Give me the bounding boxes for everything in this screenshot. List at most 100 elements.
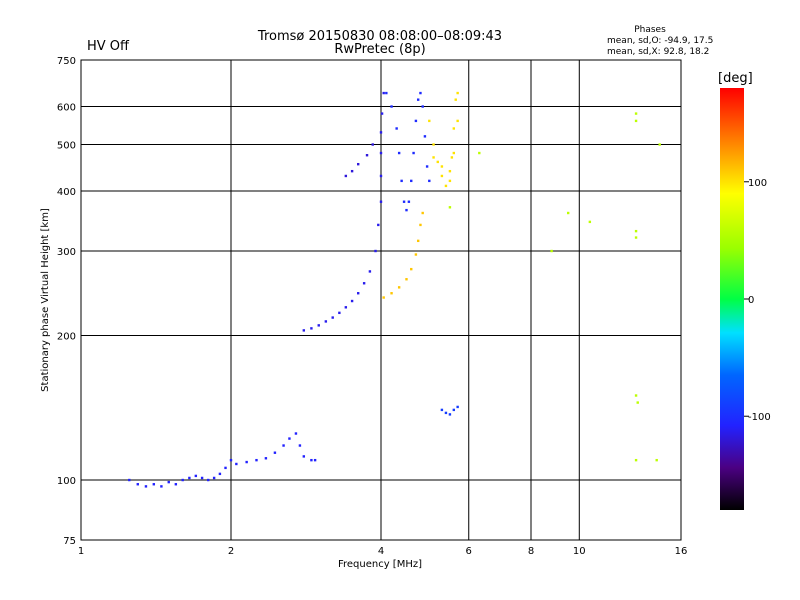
y-axis-label: Stationary phase Virtual Height [km] [40, 208, 51, 392]
data-point [452, 151, 456, 155]
data-point [288, 437, 291, 440]
data-point [405, 208, 408, 212]
series-6 [440, 405, 459, 416]
data-point [212, 476, 216, 480]
data-point [338, 311, 341, 315]
phases-title: Phases [634, 25, 666, 35]
data-point [400, 179, 403, 183]
data-point [382, 296, 385, 299]
data-point [421, 211, 424, 215]
data-point [255, 458, 258, 462]
data-point [136, 483, 139, 486]
data-point [331, 316, 334, 319]
phases-o-mode: mean, sd,O: -94.9, 17.5 [607, 36, 713, 46]
plot-area: 1 2 4 6 8 10 16 75 100 200 300 400 500 600 750 [57, 56, 687, 557]
x-tick-label: 16 [675, 546, 688, 557]
data-point [397, 151, 401, 155]
y-tick-label: 300 [57, 247, 76, 258]
x-tick-label: 1 [78, 546, 84, 557]
data-point [634, 229, 638, 233]
chart-title: Tromsø 20150830 08:08:00–08:09:43 [257, 29, 502, 44]
data-point [414, 119, 418, 123]
data-point [407, 200, 411, 203]
data-point [444, 411, 448, 415]
series-4 [382, 211, 424, 299]
x-tick-label: 2 [228, 546, 234, 557]
data-point [377, 223, 380, 227]
colorbar-tick-label: -100 [748, 412, 771, 423]
data-point [423, 135, 427, 138]
y-tick-label: 600 [57, 103, 76, 114]
data-point [414, 253, 418, 256]
data-point [350, 169, 354, 173]
data-point [636, 401, 639, 404]
colorbar-tick-label: 100 [748, 178, 767, 189]
data-point [382, 91, 385, 95]
data-point [181, 478, 184, 482]
data-point [365, 154, 369, 157]
data-point [658, 143, 661, 146]
data-point [344, 174, 348, 178]
data-point [588, 220, 592, 224]
data-point [298, 444, 302, 447]
data-point [371, 143, 374, 146]
data-point [313, 458, 317, 462]
y-tick-label: 75 [63, 536, 76, 547]
data-point [350, 299, 354, 303]
data-point [456, 405, 459, 409]
data-point [390, 292, 393, 295]
data-point [200, 476, 204, 480]
x-tick-label: 10 [573, 546, 586, 557]
data-point [454, 98, 457, 101]
data-point [448, 413, 452, 416]
data-point [235, 462, 238, 466]
data-point [188, 476, 191, 480]
data-point [448, 206, 452, 209]
data-point [410, 179, 413, 183]
chart-subtitle: RwPretec (8p) [334, 42, 425, 57]
data-point [128, 478, 131, 482]
data-point [174, 483, 178, 486]
data-point [397, 286, 401, 289]
x-tick-label: 4 [378, 546, 384, 557]
data-point [634, 394, 638, 397]
data-point [144, 485, 148, 488]
data-point [456, 91, 459, 95]
data-point [218, 472, 222, 476]
data-point [152, 483, 156, 486]
data-point [478, 151, 481, 155]
data-point [634, 119, 638, 123]
data-point [229, 458, 233, 462]
data-point [317, 324, 320, 327]
x-tick-label: 6 [466, 546, 472, 557]
data-point [310, 458, 313, 462]
data-point [421, 105, 424, 108]
data-point [634, 112, 638, 115]
data-point [440, 408, 444, 412]
colorbar-label: [deg] [718, 71, 753, 86]
data-point [224, 466, 227, 470]
data-point [374, 249, 377, 253]
data-point [432, 143, 435, 146]
data-point [264, 457, 268, 460]
hv-status-label: HV Off [87, 39, 130, 54]
data-point [302, 329, 306, 332]
data-point [448, 169, 452, 173]
data-point [452, 127, 456, 130]
data-point [362, 282, 366, 285]
x-tick-label: 8 [528, 546, 534, 557]
data-point [273, 451, 277, 454]
data-point [444, 184, 448, 188]
colorbar-tick-label: 0 [748, 295, 754, 306]
data-point [368, 270, 372, 273]
data-point [282, 444, 285, 447]
data-point [302, 455, 306, 458]
data-point [356, 162, 360, 166]
data-point [550, 249, 553, 253]
data-point [379, 131, 383, 134]
data-point [440, 165, 444, 168]
data-point [160, 485, 163, 488]
data-point [206, 478, 210, 482]
data-point [294, 432, 298, 435]
